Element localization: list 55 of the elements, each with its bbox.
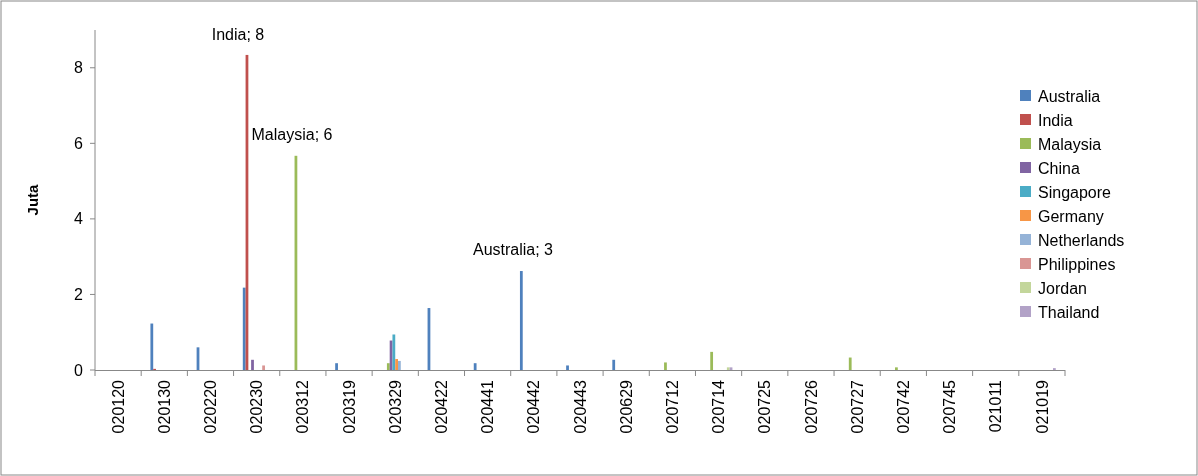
bar [519,271,523,370]
legend-label: India [1038,111,1073,129]
y-axis-title: Juta [24,183,41,216]
bar [251,359,254,370]
legend-label: Malaysia [1038,135,1102,153]
legend-label: Australia [1038,87,1101,105]
bar [386,363,390,370]
x-tick-label: 020745 [941,379,959,434]
bar [473,363,477,370]
x-tick-label: 020230 [248,379,266,434]
x-tick-label: 020329 [386,379,404,434]
x-tick-label: 020742 [894,379,912,434]
x-tick-label: 020319 [340,379,358,434]
x-tick-label: 020712 [663,379,681,434]
x-tick-label: 020442 [525,379,543,434]
y-tick-label: 0 [74,361,84,379]
x-tick-label: 021011 [987,379,1005,433]
x-tick-label: 020422 [433,379,451,434]
x-tick-label: 020441 [479,379,497,434]
y-tick-label: 8 [74,59,84,77]
bar [262,365,265,370]
legend-label: Netherlands [1038,231,1125,249]
y-tick-label: 6 [74,134,84,152]
bar [150,323,154,370]
bar [664,362,667,370]
legend-label: Germany [1038,207,1104,225]
annotation: Australia; 3 [472,241,554,258]
legend-label: Singapore [1038,183,1112,201]
bar [612,359,616,370]
bar [848,357,852,370]
annotation: India; 8 [211,26,265,43]
bar [392,334,396,370]
bar [335,363,338,370]
y-tick-label: 4 [74,210,84,228]
legend-label: Philippines [1038,255,1116,273]
bar [566,365,569,370]
x-tick-label: 020727 [848,379,866,434]
x-tick-label: 020714 [710,379,728,434]
legend-label: Thailand [1038,303,1100,321]
bar [242,287,246,370]
x-tick-label: 020726 [802,379,820,434]
x-tick-label: 020312 [294,379,312,434]
x-tick-label: 020629 [617,379,635,434]
x-tick-label: 020120 [109,379,127,434]
y-tick-label: 2 [74,286,84,304]
bar [895,367,898,370]
bar [710,351,714,370]
x-tick-label: 021019 [1033,379,1051,434]
x-tick-label: 020443 [571,379,589,434]
legend-label: China [1038,159,1080,177]
annotation: Malaysia; 6 [251,126,333,143]
x-tick-label: 020220 [202,379,220,434]
x-tick-label: 020725 [756,379,774,434]
legend-label: Jordan [1038,279,1087,297]
x-tick-label: 020130 [155,379,173,434]
